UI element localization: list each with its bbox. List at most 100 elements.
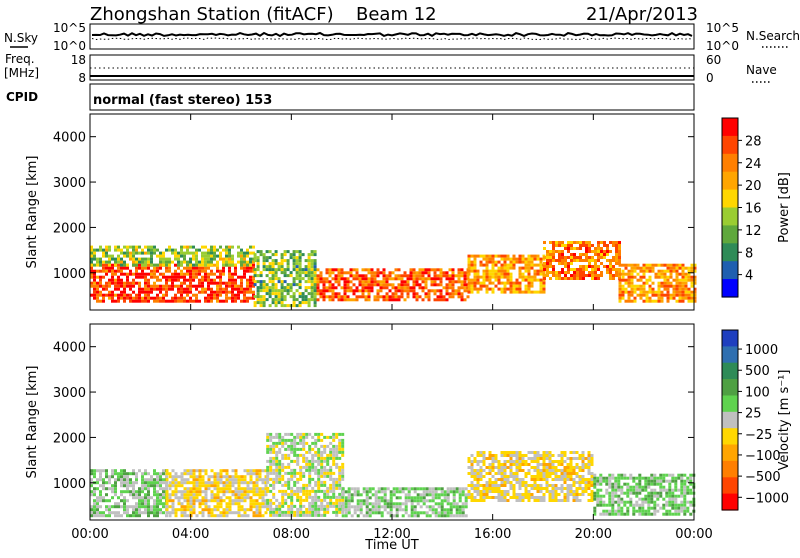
cell-power	[126, 272, 129, 276]
cell-power	[243, 299, 246, 303]
cell-velocity	[156, 496, 159, 500]
cell-velocity	[153, 481, 156, 485]
cell-power	[546, 274, 549, 277]
cell-velocity	[311, 498, 315, 502]
cell-power	[361, 286, 365, 290]
cell-power	[355, 268, 359, 272]
cell-velocity	[587, 457, 591, 460]
cell-power	[144, 293, 147, 297]
cell-velocity	[183, 508, 187, 512]
cell-velocity	[515, 475, 519, 478]
cell-velocity	[287, 453, 291, 457]
cell-velocity	[491, 484, 495, 487]
cell-power	[479, 284, 483, 288]
cell-velocity	[380, 487, 384, 491]
cell-velocity	[566, 472, 570, 475]
cell-power	[192, 299, 195, 303]
cell-power	[171, 299, 174, 303]
cell-power	[108, 293, 111, 297]
cell-velocity	[470, 496, 474, 499]
cell-power	[561, 253, 564, 256]
cell-velocity	[638, 479, 642, 483]
cell-velocity	[356, 502, 360, 506]
cell-velocity	[620, 473, 624, 477]
date-label: 21/Apr/2013	[586, 4, 698, 25]
cell-power	[412, 268, 416, 272]
cell-power	[129, 257, 132, 261]
cell-velocity	[545, 481, 549, 484]
cell-power	[460, 292, 464, 296]
cell-power	[503, 269, 507, 273]
cell-velocity	[311, 504, 315, 508]
cell-velocity	[278, 435, 282, 439]
cell-velocity	[222, 508, 226, 512]
cell-power	[325, 286, 329, 290]
cell-velocity	[554, 493, 558, 496]
cell-velocity	[317, 486, 321, 490]
cell-power	[274, 259, 278, 263]
cell-velocity	[302, 486, 306, 490]
cell-velocity	[560, 487, 564, 490]
cell-power	[111, 269, 114, 273]
cell-velocity	[656, 494, 660, 498]
cell-velocity	[180, 496, 184, 500]
cell-power	[573, 271, 576, 274]
cell-power	[213, 293, 216, 297]
cell-velocity	[494, 472, 498, 475]
cell-power	[536, 257, 540, 261]
cell-velocity	[674, 506, 678, 510]
cell-velocity	[509, 469, 513, 472]
cell-velocity	[237, 511, 241, 515]
cell-velocity	[308, 489, 312, 493]
cell-power	[219, 290, 222, 294]
cell-power	[271, 271, 275, 275]
cell-velocity	[656, 497, 660, 501]
cell-velocity	[192, 481, 196, 485]
cell-power	[180, 299, 183, 303]
colorbar-swatch	[722, 135, 738, 155]
cell-velocity	[455, 490, 459, 494]
cell-power	[144, 275, 147, 279]
cell-power	[618, 250, 621, 253]
cell-power	[277, 280, 281, 284]
cell-power	[334, 292, 338, 296]
cell-velocity	[323, 471, 327, 475]
x-tick-label: 00:00	[71, 527, 108, 542]
cell-power	[485, 266, 489, 270]
cell-velocity	[680, 485, 684, 489]
cell-velocity	[479, 484, 483, 487]
cell-velocity	[608, 485, 612, 489]
cell-power	[204, 260, 207, 264]
cell-velocity	[386, 502, 390, 506]
cell-power	[237, 251, 240, 255]
cell-velocity	[473, 496, 477, 499]
cell-power	[564, 259, 567, 262]
cell-velocity	[524, 490, 528, 493]
cell-power	[627, 263, 631, 267]
cell-power	[594, 247, 597, 250]
cell-velocity	[275, 474, 279, 478]
cell-velocity	[302, 438, 306, 442]
cell-velocity	[458, 496, 462, 500]
cell-power	[138, 287, 141, 291]
cell-power	[555, 241, 558, 244]
cell-velocity	[458, 514, 462, 518]
cell-velocity	[126, 499, 129, 503]
cell-power	[494, 275, 498, 279]
cell-power	[93, 281, 96, 285]
cell-velocity	[159, 493, 162, 497]
cell-power	[415, 274, 419, 278]
cell-power	[246, 281, 249, 285]
cell-velocity	[371, 502, 375, 506]
cell-velocity	[183, 481, 187, 485]
cell-velocity	[132, 487, 135, 491]
cell-velocity	[320, 465, 324, 469]
cell-velocity	[159, 478, 162, 482]
cell-velocity	[225, 502, 229, 506]
cell-velocity	[620, 509, 624, 513]
cell-velocity	[356, 490, 360, 494]
cell-power	[222, 260, 225, 264]
cell-velocity	[252, 487, 256, 491]
cell-velocity	[608, 509, 612, 513]
cell-power	[615, 244, 618, 247]
